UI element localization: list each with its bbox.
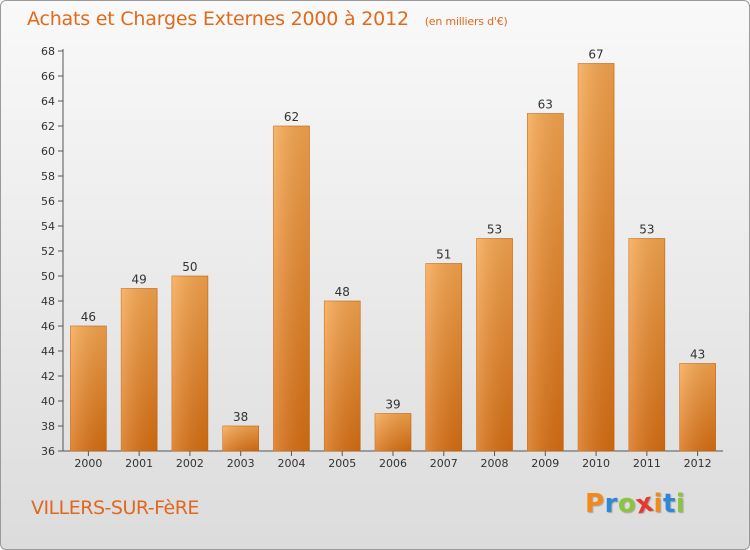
bar-value-label: 39: [385, 398, 400, 412]
y-tick-label: 38: [41, 420, 55, 433]
bar-value-label: 62: [284, 110, 299, 124]
x-tick-label: 2006: [379, 457, 407, 470]
bar-shade: [375, 413, 411, 451]
y-tick-label: 36: [41, 445, 55, 458]
logo-letter: r: [604, 489, 618, 519]
x-tick-label: 2005: [328, 457, 356, 470]
y-tick-label: 60: [41, 145, 55, 158]
y-tick-label: 66: [41, 70, 55, 83]
bar-shade: [476, 238, 513, 451]
y-tick-label: 46: [41, 320, 55, 333]
bar-value-label: 48: [335, 285, 350, 299]
y-tick-label: 56: [41, 195, 55, 208]
bar-value-label: 50: [182, 260, 197, 274]
x-tick-label: 2004: [277, 457, 305, 470]
proxiti-logo: Proxiti: [585, 488, 686, 521]
chart-title-text: Achats et Charges Externes 2000 à 2012: [27, 8, 409, 30]
y-tick-label: 44: [41, 345, 55, 358]
bar-shade: [324, 301, 361, 451]
y-tick-label: 40: [41, 395, 55, 408]
bar-shade: [578, 63, 615, 451]
x-tick-label: 2007: [430, 457, 458, 470]
bar-shade: [171, 276, 208, 451]
y-tick-label: 48: [41, 295, 55, 308]
bar-shade: [425, 263, 462, 451]
bar-value-label: 67: [588, 48, 603, 62]
bar-shade: [527, 113, 564, 451]
x-tick-label: 2000: [74, 457, 102, 470]
y-tick-label: 50: [41, 270, 55, 283]
x-tick-label: 2012: [684, 457, 712, 470]
x-tick-label: 2009: [531, 457, 559, 470]
y-tick-label: 68: [41, 45, 55, 58]
bar-value-label: 49: [132, 273, 147, 287]
bar-shade: [70, 326, 107, 451]
logo-letter: P: [585, 489, 605, 519]
logo-letter: i: [653, 489, 663, 519]
y-tick-label: 64: [41, 95, 55, 108]
logo-letter: o: [617, 489, 637, 519]
x-tick-label: 2002: [176, 457, 204, 470]
bar-value-label: 38: [233, 410, 248, 424]
logo-letter: i: [675, 489, 686, 519]
y-tick-label: 58: [41, 170, 55, 183]
x-tick-label: 2010: [582, 457, 610, 470]
x-tick-label: 2011: [633, 457, 661, 470]
y-tick-label: 62: [41, 120, 55, 133]
chart-title: Achats et Charges Externes 2000 à 2012 (…: [27, 8, 508, 30]
commune-name: VILLERS-SUR-FèRE: [31, 497, 199, 519]
bar-shade: [679, 363, 716, 451]
y-tick-label: 54: [41, 220, 55, 233]
x-tick-label: 2003: [227, 457, 255, 470]
bar-value-label: 53: [639, 223, 654, 237]
bar-shade: [273, 126, 310, 451]
y-tick-label: 42: [41, 370, 55, 383]
bar-value-label: 43: [690, 348, 705, 362]
bar-shade: [628, 238, 665, 451]
bar-value-label: 63: [538, 98, 553, 112]
bar-value-label: 53: [487, 223, 502, 237]
bar-shade: [222, 426, 259, 451]
bar-shade: [121, 288, 158, 451]
bar-value-label: 51: [436, 248, 451, 262]
x-tick-label: 2001: [125, 457, 153, 470]
bar-value-label: 46: [81, 310, 96, 324]
x-tick-label: 2008: [481, 457, 509, 470]
logo-letter: t: [662, 489, 676, 519]
y-tick-label: 52: [41, 245, 55, 258]
chart-subtitle: (en milliers d'€): [424, 15, 508, 28]
